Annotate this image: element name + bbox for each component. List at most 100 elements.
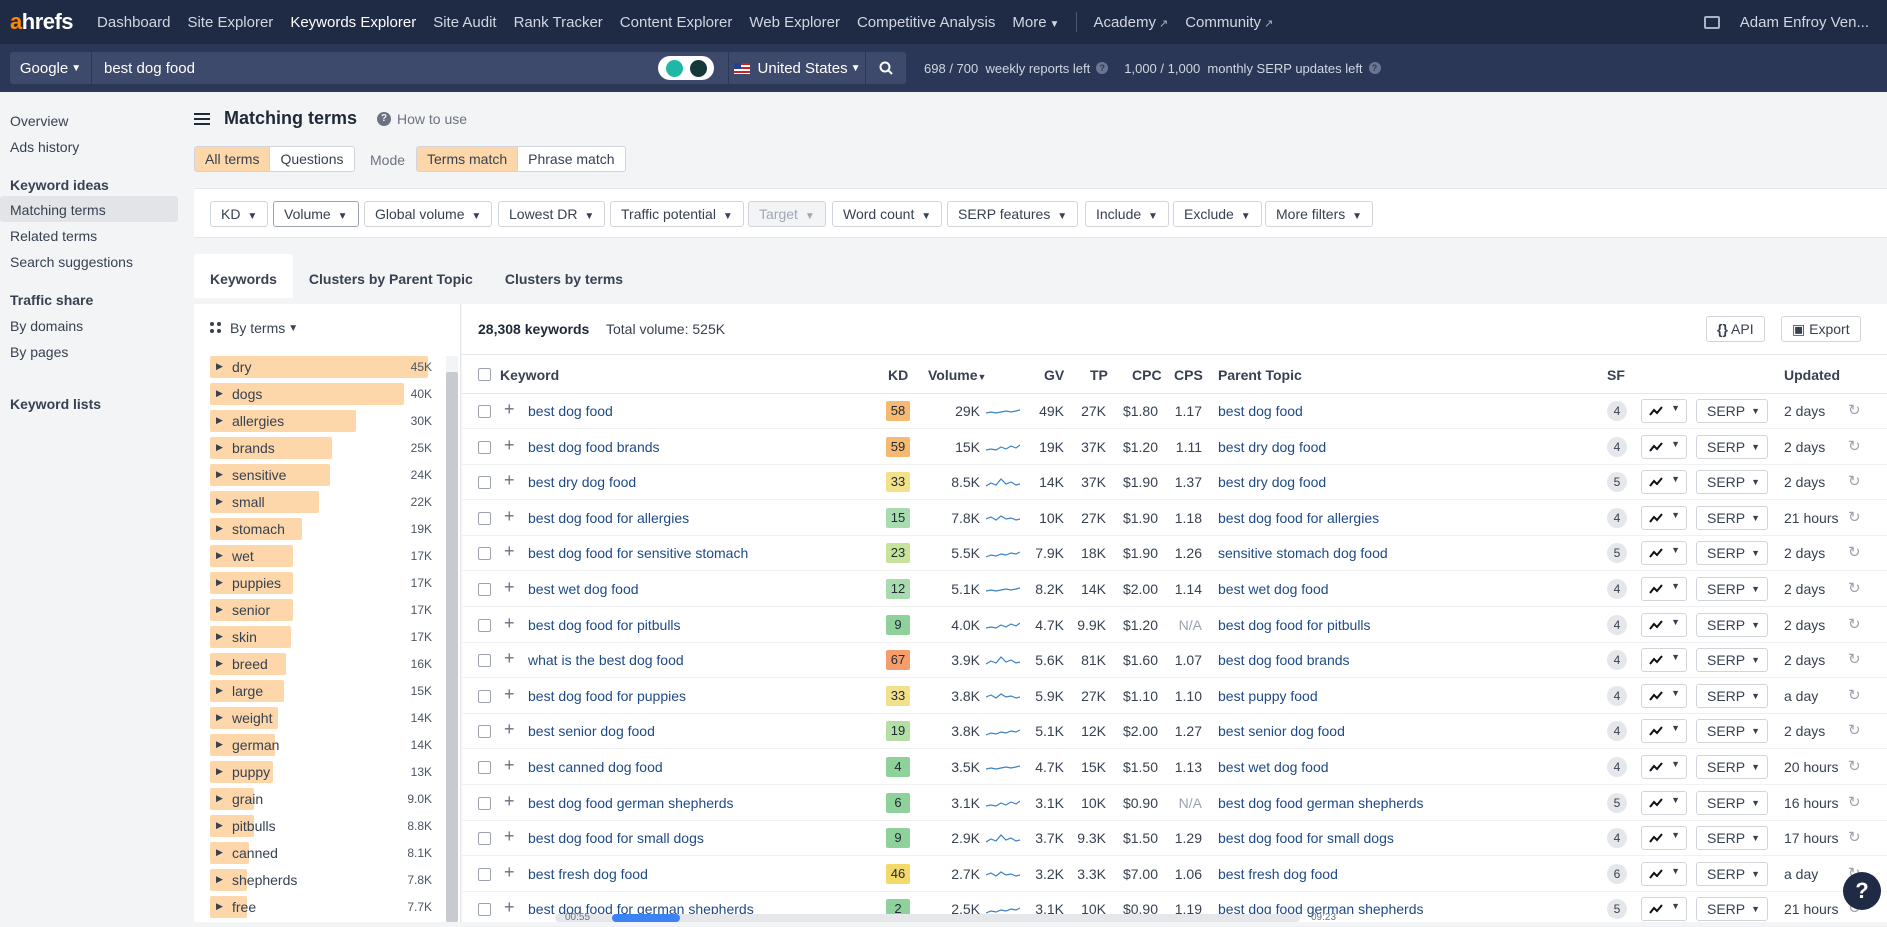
serp-features-count[interactable]: 4 [1607,757,1627,777]
expand-icon[interactable]: ▶ [216,793,223,803]
country-select[interactable]: United States ▼ [729,52,865,84]
parent-topic-link[interactable]: best puppy food [1218,687,1318,704]
expand-icon[interactable]: ▶ [216,739,223,749]
parent-topic-link[interactable]: best fresh dog food [1218,865,1338,882]
user-account-menu[interactable]: Adam Enfroy Ven... [1739,13,1869,31]
keyword-link[interactable]: best dry dog food [528,474,637,491]
parent-topic-link[interactable]: best dog food [1218,403,1303,419]
nav-site-explorer[interactable]: Site Explorer [187,13,274,31]
row-checkbox[interactable] [478,511,491,525]
add-to-list-icon[interactable]: + [504,683,515,704]
term-item[interactable]: ▶ small 22K [210,491,432,513]
row-checkbox[interactable] [478,476,491,490]
row-checkbox[interactable] [478,618,491,632]
filter-global-volume[interactable]: Global volume ▼ [364,201,493,227]
search-button[interactable] [866,52,906,84]
serp-button[interactable]: SERP ▼ [1696,719,1768,744]
filter-word-count[interactable]: Word count ▼ [832,201,943,227]
how-to-use-link[interactable]: ? How to use [377,111,467,127]
trend-chart-button[interactable]: ▼ [1641,470,1687,495]
col-kd[interactable]: KD [888,367,909,383]
sidebar-item-keyword-lists[interactable]: Keyword lists [10,396,102,412]
trend-chart-button[interactable]: ▼ [1641,683,1687,708]
parent-topic-link[interactable]: best dog food brands [1218,652,1350,669]
add-to-list-icon[interactable]: + [504,648,515,669]
expand-icon[interactable]: ▶ [216,550,223,560]
add-to-list-icon[interactable]: + [504,541,515,562]
col-volume[interactable]: Volume▼ [928,367,987,383]
serp-button[interactable]: SERP ▼ [1696,648,1768,673]
expand-icon[interactable]: ▶ [216,469,223,479]
select-all-checkbox[interactable] [478,368,491,381]
term-item[interactable]: ▶ wet 17K [210,545,432,567]
mode-phrase-match[interactable]: Phrase match [528,151,615,167]
keyword-link[interactable]: best dog food for pitbulls [528,616,681,633]
trend-chart-button[interactable]: ▼ [1641,648,1687,673]
col-updated[interactable]: Updated [1784,367,1840,383]
serp-features-count[interactable]: 4 [1607,507,1627,528]
serp-button[interactable]: SERP ▼ [1696,505,1768,530]
serp-button[interactable]: SERP ▼ [1696,897,1768,922]
keyword-link[interactable]: best dog food for puppies [528,687,687,704]
ahrefs-logo[interactable]: ahrefs [10,9,74,34]
trend-chart-button[interactable]: ▼ [1641,790,1687,815]
trend-chart-button[interactable]: ▼ [1641,434,1687,459]
tab-keywords[interactable]: Keywords [194,254,293,298]
help-icon[interactable]: ? [1368,62,1381,74]
keyword-link[interactable]: best fresh dog food [528,865,648,882]
help-chat-button[interactable]: ? [1843,872,1881,910]
add-to-list-icon[interactable]: + [504,577,515,597]
serp-features-count[interactable]: 4 [1607,614,1627,635]
nav-community[interactable]: Community ↗ [1185,13,1274,31]
expand-icon[interactable]: ▶ [216,712,223,722]
term-item[interactable]: ▶ pitbulls 8.8K [210,815,432,837]
nav-keywords-explorer[interactable]: Keywords Explorer [290,13,417,31]
col-cps[interactable]: CPS [1174,367,1203,383]
term-item[interactable]: ▶ stomach 19K [210,518,432,540]
filter-volume[interactable]: Volume ▼ [273,201,359,227]
term-item[interactable]: ▶ allergies 30K [210,410,432,432]
term-item[interactable]: ▶ dry 45K [210,356,432,378]
serp-button[interactable]: SERP ▼ [1696,790,1768,815]
refresh-icon[interactable]: ↻ [1848,402,1861,419]
nav-site-audit[interactable]: Site Audit [433,13,497,31]
add-to-list-icon[interactable]: + [504,790,515,811]
refresh-icon[interactable]: ↻ [1848,758,1861,775]
add-to-list-icon[interactable]: + [504,505,515,526]
serp-button[interactable]: SERP ▼ [1696,755,1768,779]
col-parent-topic[interactable]: Parent Topic [1218,367,1302,383]
serp-button[interactable]: SERP ▼ [1696,861,1768,886]
refresh-icon[interactable]: ↻ [1848,544,1861,562]
row-checkbox[interactable] [478,761,491,774]
serp-features-count[interactable]: 4 [1607,401,1627,421]
keyword-link[interactable]: best dog food for small dogs [528,830,704,847]
term-item[interactable]: ▶ dogs 40K [210,383,432,405]
parent-topic-link[interactable]: best dry dog food [1218,438,1327,455]
serp-features-count[interactable]: 4 [1607,721,1627,742]
terms-scrollbar-thumb[interactable] [446,372,458,922]
sidebar-item-matching-terms[interactable]: Matching terms [10,202,106,218]
help-icon[interactable]: ? [1096,62,1109,74]
col-tp[interactable]: TP [1090,367,1108,383]
serp-button[interactable]: SERP ▼ [1696,434,1768,459]
term-item[interactable]: ▶ canned 8.1K [210,842,432,864]
video-progress-track[interactable] [555,914,1300,922]
scope-questions[interactable]: Questions [280,151,344,167]
term-item[interactable]: ▶ puppies 17K [210,572,432,594]
nav-competitive-analysis[interactable]: Competitive Analysis [856,13,996,31]
trend-chart-button[interactable]: ▼ [1641,505,1687,530]
tab-clusters-by-parent-topic[interactable]: Clusters by Parent Topic [308,271,473,287]
row-checkbox[interactable] [478,583,491,596]
expand-icon[interactable]: ▶ [216,361,223,371]
expand-icon[interactable]: ▶ [216,685,223,695]
nav-more-menu[interactable]: More ▼ [1012,13,1060,31]
trend-chart-button[interactable]: ▼ [1641,826,1687,851]
keyword-link[interactable]: best wet dog food [528,581,639,597]
serp-features-count[interactable]: 4 [1607,650,1627,671]
row-checkbox[interactable] [478,867,491,881]
col-gv[interactable]: GV [1044,367,1065,383]
refresh-icon[interactable]: ↻ [1848,829,1861,847]
expand-icon[interactable]: ▶ [216,604,223,614]
filter-traffic-potential[interactable]: Traffic potential ▼ [610,201,744,227]
serp-features-count[interactable]: 5 [1607,543,1627,564]
